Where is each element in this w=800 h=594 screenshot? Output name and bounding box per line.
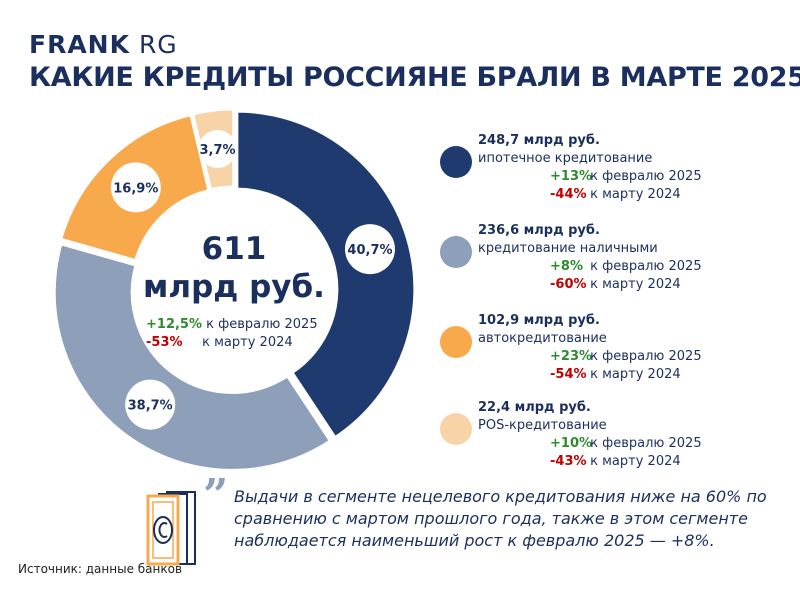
legend-month-label: к февралю 2025 [590,349,702,364]
legend-month-label: к февралю 2025 [590,259,702,274]
segment-label: 40,7% [347,243,392,258]
money-icon [146,491,196,566]
legend-amount: 248,7 млрд руб. [478,133,600,148]
center-year-change: -53% [146,335,183,350]
legend-month-change: +10% [550,436,593,451]
legend-name: ипотечное кредитование [478,151,653,166]
segment-label-bubble [125,379,176,430]
legend-year-label: к марту 2024 [590,277,681,292]
legend-year-label: к марту 2024 [590,187,681,202]
legend-year-label: к марту 2024 [590,454,681,469]
quote-text: Выдачи в сегменте нецелевого кредитовани… [234,487,767,550]
brand-bold: FRANK [29,30,130,59]
legend-year-change: -43% [550,454,587,469]
legend-color-dot [440,413,472,445]
page-title: КАКИЕ КРЕДИТЫ РОССИЯНЕ БРАЛИ В МАРТЕ 202… [29,62,800,93]
donut-center: 611 млрд руб. +12,5% к февралю 2025 -53%… [134,230,334,352]
center-month-label: к февралю 2025 [206,317,318,332]
segment-label-bubble [344,224,395,275]
legend-month-label: к февралю 2025 [590,169,702,184]
legend-amount: 22,4 млрд руб. [478,400,591,415]
legend-color-dot [440,326,472,358]
brand-logo: FRANK RG [29,30,178,59]
brand-light: RG [138,30,178,59]
quote-mark-icon: ” [203,470,229,521]
legend-name: POS-кредитование [478,418,607,433]
legend-year-change: -54% [550,367,587,382]
segment-label: 38,7% [128,399,173,414]
segment-label-bubble [198,129,237,168]
legend-month-label: к февралю 2025 [590,436,702,451]
legend-month-change: +23% [550,349,593,364]
segment-label: 16,9% [113,181,158,196]
source-note: Источник: данные банков [18,562,183,576]
legend-year-change: -60% [550,277,587,292]
total-value: 611 [201,231,267,267]
segment-label-bubble [110,162,161,213]
donut-segment [235,109,417,440]
donut-segment [52,241,333,472]
legend-amount: 236,6 млрд руб. [478,223,600,238]
total-unit: млрд руб. [143,269,325,305]
legend-year-label: к марту 2024 [590,367,681,382]
center-month-change: +12,5% [146,317,202,332]
legend-color-dot [440,236,472,268]
segment-label: 3,7% [199,143,235,158]
legend-year-change: -44% [550,187,587,202]
legend-month-change: +8% [550,259,583,274]
legend-amount: 102,9 млрд руб. [478,313,600,328]
center-year-label: к марту 2024 [202,335,293,350]
legend-color-dot [440,146,472,178]
legend-name: кредитование наличными [478,241,658,256]
legend-name: автокредитование [478,331,607,346]
legend-month-change: +13% [550,169,593,184]
